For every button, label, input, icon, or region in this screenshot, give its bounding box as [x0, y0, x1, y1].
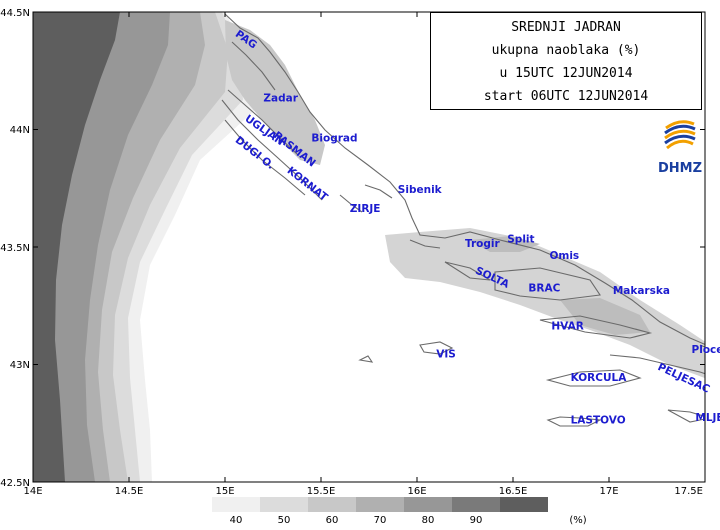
legend-swatch [500, 497, 548, 512]
legend-label-70: 70 [374, 515, 387, 526]
legend-swatch [212, 497, 260, 512]
lon-label-14: 14E [23, 486, 42, 497]
title-region: SREDNJI JADRAN [511, 20, 621, 35]
place-label-hvar: HVAR [551, 320, 583, 332]
legend-unit: (%) [569, 515, 586, 526]
lon-label-17: 17E [599, 486, 618, 497]
title-box: SREDNJI JADRAN ukupna naoblaka (%) u 15U… [430, 12, 702, 110]
lat-label-44-5: 44.5N [0, 8, 30, 19]
coastlines [221, 13, 705, 427]
place-label-korcula: KORCULA [571, 372, 628, 384]
cloud-patch-split [385, 228, 705, 379]
place-label-brac: BRAC [528, 283, 560, 295]
cloud-patch-coast [225, 20, 325, 165]
legend-label-80: 80 [422, 515, 435, 526]
lat-label-43-5: 43.5N [0, 243, 30, 254]
place-label-lastovo: LASTOVO [571, 414, 626, 426]
place-label-ploce: Ploce [692, 344, 720, 356]
lon-label-14-5: 14.5E [115, 486, 144, 497]
legend-label-40: 40 [230, 515, 243, 526]
place-label-split: Split [507, 233, 534, 245]
legend: 40 50 60 70 80 90 (%) [212, 497, 587, 526]
lon-label-17-5: 17.5E [674, 486, 703, 497]
place-label-vis: VIS [436, 348, 456, 360]
legend-swatch [308, 497, 356, 512]
place-label-trogir: Trogir [465, 238, 501, 250]
legend-label-60: 60 [326, 515, 339, 526]
place-label-omis: Omis [549, 250, 579, 262]
legend-label-50: 50 [278, 515, 291, 526]
place-label-zirje: ZIRJE [350, 203, 381, 215]
logo-text: DHMZ [658, 161, 702, 176]
place-label-makarska: Makarska [613, 285, 670, 297]
legend-swatch [452, 497, 500, 512]
lat-label-43: 43N [10, 360, 30, 371]
title-run-time: start 06UTC 12JUN2014 [483, 89, 649, 104]
lon-label-15-5: 15.5E [307, 486, 336, 497]
place-label-biograd: Biograd [311, 132, 357, 144]
legend-swatch [356, 497, 404, 512]
cloud-band-90 [33, 12, 120, 482]
place-label-zadar: Zadar [263, 92, 298, 104]
title-parameter: ukupna naoblaka (%) [491, 43, 641, 58]
lat-label-42-5: 42.5N [0, 478, 30, 489]
lat-label-44: 44N [10, 125, 30, 136]
title-valid-time: u 15UTC 12JUN2014 [499, 66, 633, 81]
cloud-cover-shading [33, 12, 705, 482]
lat-axis: 44.5N 44N 43.5N 43N 42.5N [0, 8, 705, 489]
dhmz-logo-icon: DHMZ [658, 120, 702, 176]
cloud-patch-hvar [560, 298, 650, 335]
legend-label-90: 90 [470, 515, 483, 526]
lon-label-15: 15E [215, 486, 234, 497]
lon-label-16-5: 16.5E [499, 486, 528, 497]
place-label-sibenik: Sibenik [398, 184, 443, 196]
cloud-patch-brac [470, 236, 540, 252]
legend-swatch [404, 497, 452, 512]
lon-label-16: 16E [407, 486, 426, 497]
place-label-mljet: MLJET [695, 412, 720, 424]
legend-swatch [260, 497, 308, 512]
lon-axis: 14E 14.5E 15E 15.5E 16E 16.5E 17E 17.5E [23, 12, 703, 497]
